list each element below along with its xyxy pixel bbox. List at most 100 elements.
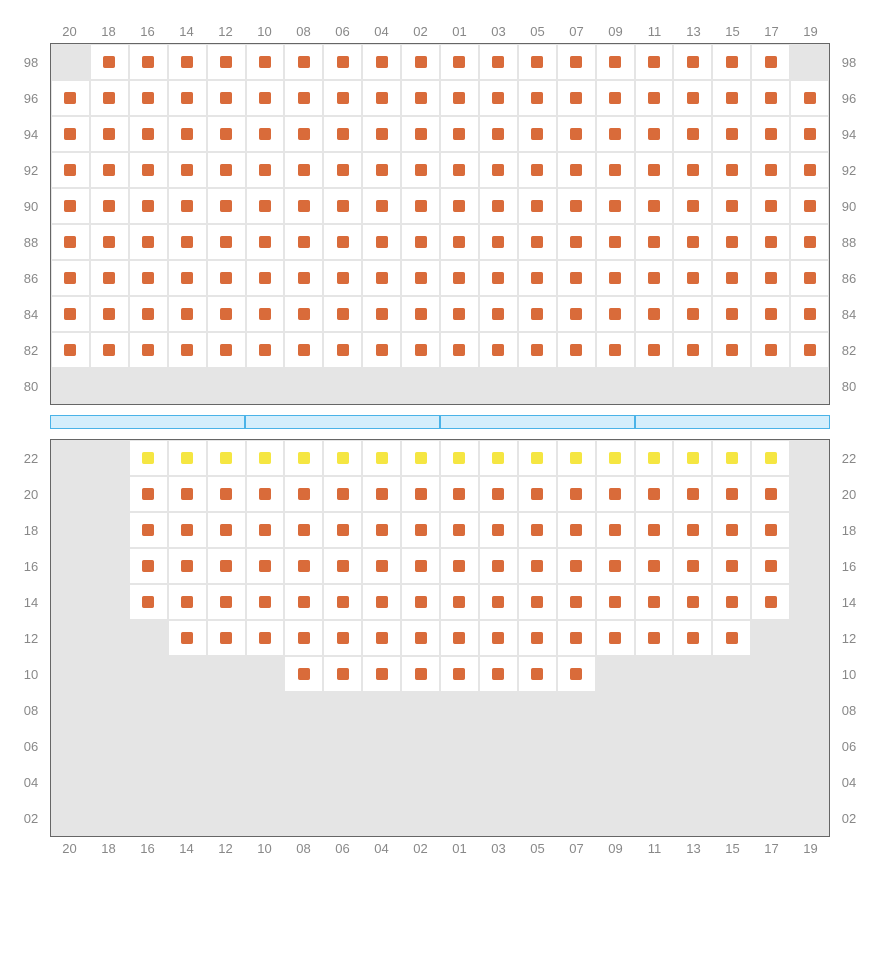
seat[interactable]: [479, 260, 518, 296]
seat[interactable]: [129, 152, 168, 188]
seat[interactable]: [479, 188, 518, 224]
seat[interactable]: [712, 620, 751, 656]
seat[interactable]: [246, 80, 285, 116]
seat[interactable]: [751, 44, 790, 80]
seat[interactable]: [712, 188, 751, 224]
seat[interactable]: [635, 188, 674, 224]
seat[interactable]: [51, 296, 90, 332]
seat[interactable]: [712, 476, 751, 512]
seat[interactable]: [362, 80, 401, 116]
seat[interactable]: [635, 476, 674, 512]
seat[interactable]: [712, 116, 751, 152]
seat[interactable]: [673, 116, 712, 152]
seat[interactable]: [479, 656, 518, 692]
seat[interactable]: [440, 440, 479, 476]
seat[interactable]: [284, 188, 323, 224]
seat[interactable]: [440, 80, 479, 116]
seat[interactable]: [207, 512, 246, 548]
seat[interactable]: [673, 80, 712, 116]
seat[interactable]: [246, 332, 285, 368]
seat[interactable]: [557, 188, 596, 224]
seat[interactable]: [284, 332, 323, 368]
seat[interactable]: [207, 152, 246, 188]
seat[interactable]: [129, 476, 168, 512]
seat[interactable]: [596, 260, 635, 296]
seat[interactable]: [129, 512, 168, 548]
seat[interactable]: [557, 440, 596, 476]
seat[interactable]: [362, 224, 401, 260]
seat[interactable]: [440, 476, 479, 512]
seat[interactable]: [362, 656, 401, 692]
seat[interactable]: [90, 44, 129, 80]
seat[interactable]: [284, 476, 323, 512]
seat[interactable]: [129, 260, 168, 296]
seat[interactable]: [401, 332, 440, 368]
seat[interactable]: [596, 80, 635, 116]
seat[interactable]: [712, 512, 751, 548]
seat[interactable]: [790, 188, 829, 224]
seat[interactable]: [557, 152, 596, 188]
seat[interactable]: [518, 260, 557, 296]
seat[interactable]: [440, 296, 479, 332]
seat[interactable]: [557, 116, 596, 152]
seat[interactable]: [362, 296, 401, 332]
seat[interactable]: [518, 476, 557, 512]
seat[interactable]: [635, 584, 674, 620]
seat[interactable]: [284, 512, 323, 548]
seat[interactable]: [246, 224, 285, 260]
seat[interactable]: [479, 296, 518, 332]
seat[interactable]: [712, 44, 751, 80]
seat[interactable]: [790, 296, 829, 332]
seat[interactable]: [751, 224, 790, 260]
seat[interactable]: [129, 188, 168, 224]
seat[interactable]: [362, 620, 401, 656]
seat[interactable]: [129, 224, 168, 260]
seat[interactable]: [479, 224, 518, 260]
seat[interactable]: [518, 152, 557, 188]
seat[interactable]: [168, 296, 207, 332]
seat[interactable]: [323, 548, 362, 584]
seat[interactable]: [207, 584, 246, 620]
seat[interactable]: [246, 188, 285, 224]
seat[interactable]: [479, 512, 518, 548]
seat[interactable]: [90, 224, 129, 260]
seat[interactable]: [207, 440, 246, 476]
seat[interactable]: [323, 224, 362, 260]
seat[interactable]: [479, 584, 518, 620]
seat[interactable]: [635, 116, 674, 152]
seat[interactable]: [557, 584, 596, 620]
seat[interactable]: [635, 152, 674, 188]
seat[interactable]: [246, 512, 285, 548]
seat[interactable]: [51, 332, 90, 368]
seat[interactable]: [751, 440, 790, 476]
seat[interactable]: [207, 188, 246, 224]
seat[interactable]: [323, 440, 362, 476]
seat[interactable]: [557, 620, 596, 656]
seat[interactable]: [518, 584, 557, 620]
seat[interactable]: [168, 44, 207, 80]
seat[interactable]: [246, 152, 285, 188]
seat[interactable]: [673, 152, 712, 188]
seat[interactable]: [246, 620, 285, 656]
seat[interactable]: [284, 656, 323, 692]
seat[interactable]: [557, 476, 596, 512]
seat[interactable]: [673, 188, 712, 224]
seat[interactable]: [51, 152, 90, 188]
seat[interactable]: [207, 476, 246, 512]
seat[interactable]: [751, 80, 790, 116]
seat[interactable]: [712, 584, 751, 620]
seat[interactable]: [284, 152, 323, 188]
seat[interactable]: [557, 224, 596, 260]
seat[interactable]: [401, 512, 440, 548]
seat[interactable]: [479, 332, 518, 368]
seat[interactable]: [90, 188, 129, 224]
seat[interactable]: [284, 224, 323, 260]
seat[interactable]: [596, 224, 635, 260]
seat[interactable]: [790, 260, 829, 296]
seat[interactable]: [246, 116, 285, 152]
seat[interactable]: [673, 224, 712, 260]
seat[interactable]: [440, 332, 479, 368]
seat[interactable]: [712, 224, 751, 260]
seat[interactable]: [168, 476, 207, 512]
seat[interactable]: [362, 260, 401, 296]
